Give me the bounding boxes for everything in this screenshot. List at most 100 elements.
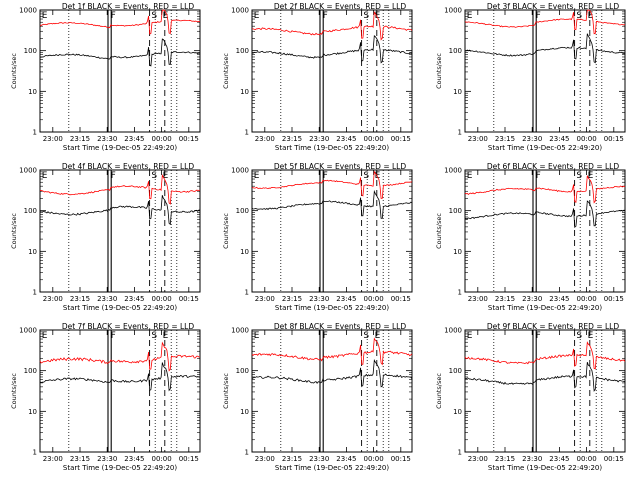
y-axis-label: Counts/sec [435, 373, 443, 409]
chart-panel: Det 5f BLACK = Events, RED = LLD 1 10 100 10… [222, 162, 413, 312]
y-axis-label: Counts/sec [10, 213, 18, 249]
y-tick-label: 1000 [444, 167, 462, 175]
y-tick-label: 100 [24, 367, 37, 375]
chart-panel: Det 1f BLACK = Events, RED = LLD 1 10 100 10… [10, 2, 201, 152]
x-tick-label: 23:00 [255, 295, 275, 303]
chart-panel: Det 4f BLACK = Events, RED = LLD 1 10 100 10… [10, 162, 201, 312]
x-tick-label: 23:45 [549, 455, 569, 463]
y-tick-label: 10 [240, 248, 249, 256]
event-marker-label: S [151, 11, 157, 21]
x-tick-label: 23:30 [309, 455, 329, 463]
x-tick-label: 00:15 [391, 295, 411, 303]
x-tick-label: 23:30 [309, 295, 329, 303]
event-marker-label: E [467, 331, 473, 341]
event-marker-label: F [323, 11, 328, 21]
y-tick-label: 10 [240, 408, 249, 416]
y-tick-label: 1 [245, 449, 249, 457]
event-marker-label: S [363, 11, 369, 21]
y-tick-label: 10 [453, 248, 462, 256]
y-tick-label: 100 [236, 367, 249, 375]
chart-title: Det 1f BLACK = Events, RED = LLD [62, 2, 195, 11]
x-tick-label: 00:15 [179, 135, 199, 143]
chart-title: Det 5f BLACK = Events, RED = LLD [274, 162, 407, 171]
plot-frame [251, 329, 413, 453]
event-marker-label: F [323, 171, 328, 181]
event-marker-label: E [42, 11, 48, 21]
event-marker-label: S [151, 331, 157, 341]
y-tick-label: 1000 [19, 167, 37, 175]
series-line [251, 359, 413, 388]
x-tick-label: 23:45 [549, 135, 569, 143]
event-marker-label: E [375, 11, 381, 21]
x-tick-label: 00:15 [391, 455, 411, 463]
x-tick-label: 00:00 [152, 455, 172, 463]
x-tick-label: 00:00 [364, 455, 384, 463]
event-marker-label: E [588, 171, 594, 181]
y-axis-label: Counts/sec [222, 213, 230, 249]
x-tick-label: 23:00 [43, 295, 63, 303]
x-tick-label: 23:45 [336, 135, 356, 143]
x-tick-label: 00:00 [152, 135, 172, 143]
y-tick-label: 100 [449, 367, 462, 375]
chart-panel: Det 3f BLACK = Events, RED = LLD 1 10 100 10… [435, 2, 626, 152]
series-line [251, 189, 413, 219]
x-tick-label: 23:45 [549, 295, 569, 303]
event-marker-label: E [254, 11, 260, 21]
series-line [251, 337, 413, 366]
x-axis-label: Start Time (19-Dec-05 22:49:20) [275, 304, 389, 312]
y-tick-label: 1000 [444, 7, 462, 15]
chart-title: Det 6f BLACK = Events, RED = LLD [487, 162, 620, 171]
y-axis-label: Counts/sec [10, 373, 18, 409]
x-tick-label: 00:00 [577, 295, 597, 303]
event-marker-label: E [163, 11, 169, 21]
plot-frame [251, 169, 413, 293]
event-marker-label: E [375, 331, 381, 341]
x-axis-label: Start Time (19-Dec-05 22:49:20) [275, 464, 389, 472]
event-marker-label: E [254, 331, 260, 341]
y-tick-label: 1000 [19, 327, 37, 335]
event-marker-label: F [536, 171, 541, 181]
y-tick-label: 1000 [231, 7, 249, 15]
x-tick-label: 23:30 [522, 455, 542, 463]
x-tick-label: 23:00 [43, 455, 63, 463]
y-axis-label: Counts/sec [222, 53, 230, 89]
x-tick-label: 23:00 [255, 135, 275, 143]
series-line [464, 175, 626, 204]
x-tick-label: 23:30 [522, 295, 542, 303]
x-axis-label: Start Time (19-Dec-05 22:49:20) [488, 144, 602, 152]
y-tick-label: 1000 [19, 7, 37, 15]
plot-frame [464, 9, 626, 133]
plot-frame [39, 329, 201, 453]
series-line [252, 10, 413, 41]
series-line [464, 361, 626, 392]
x-axis-label: Start Time (19-Dec-05 22:49:20) [63, 464, 177, 472]
series-line [39, 195, 200, 226]
event-marker-label: E [163, 171, 169, 181]
y-tick-label: 100 [236, 207, 249, 215]
x-tick-label: 23:15 [70, 295, 90, 303]
chart-panel: Det 9f BLACK = Events, RED = LLD 1 10 100 10… [435, 322, 626, 472]
y-tick-label: 1 [33, 449, 37, 457]
x-axis-label: Start Time (19-Dec-05 22:49:20) [488, 304, 602, 312]
event-marker-label: E [375, 171, 381, 181]
x-tick-label: 00:00 [577, 455, 597, 463]
x-tick-label: 23:15 [282, 295, 302, 303]
chart-title: Det 2f BLACK = Events, RED = LLD [274, 2, 407, 11]
y-axis-label: Counts/sec [435, 53, 443, 89]
y-tick-label: 1000 [231, 167, 249, 175]
x-tick-label: 23:45 [336, 455, 356, 463]
event-marker-label: S [151, 171, 157, 181]
event-marker-label: F [111, 331, 116, 341]
y-tick-label: 1 [245, 129, 249, 137]
series-line [251, 34, 413, 64]
y-tick-label: 1 [33, 129, 37, 137]
x-tick-label: 00:15 [179, 295, 199, 303]
x-axis-label: Start Time (19-Dec-05 22:49:20) [63, 304, 177, 312]
x-tick-label: 23:15 [495, 295, 515, 303]
x-tick-label: 23:30 [97, 135, 117, 143]
event-marker-label: S [363, 171, 369, 181]
y-tick-label: 1 [245, 289, 249, 297]
series-line [39, 341, 201, 372]
chart-title: Det 3f BLACK = Events, RED = LLD [487, 2, 620, 11]
y-tick-label: 10 [28, 88, 37, 96]
